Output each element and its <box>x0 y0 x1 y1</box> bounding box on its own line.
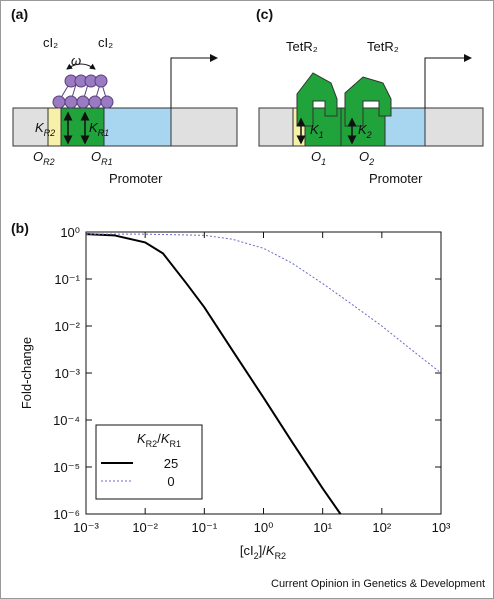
k-label: K1 <box>310 122 324 140</box>
x-axis-label: [cI2]/KR2 <box>240 543 286 561</box>
x-tick-label: 10⁻² <box>132 520 158 535</box>
panel-label: (c) <box>256 6 273 22</box>
series-line <box>86 233 442 374</box>
y-tick-label: 10⁻³ <box>54 366 80 381</box>
affinity-arrows <box>296 117 357 145</box>
y-tick-label: 10⁰ <box>60 225 80 240</box>
x-tick-label: 10⁻¹ <box>192 520 218 535</box>
dna-strip <box>258 107 484 147</box>
dna-strip <box>12 107 238 147</box>
promoter-label: Promoter <box>109 171 163 186</box>
affinity-arrows <box>63 111 90 145</box>
panel-label: (b) <box>11 220 29 236</box>
y-tick-label: 10⁻⁵ <box>53 460 80 475</box>
y-tick-label: 10⁻⁶ <box>53 507 80 522</box>
repressor-label: TetR₂ <box>286 39 318 54</box>
operator-label: O1 <box>311 149 326 167</box>
transcription-arrow <box>424 54 472 108</box>
footer: Current Opinion in Genetics & Developmen… <box>271 578 485 590</box>
x-tick-label: 10⁰ <box>254 520 274 535</box>
k-label: K2 <box>358 122 372 140</box>
promoter-label: Promoter <box>369 171 423 186</box>
x-tick-label: 10³ <box>432 520 451 535</box>
x-tick-label: 10¹ <box>313 520 332 535</box>
operator-label: OR2 <box>33 149 55 167</box>
legend-label: 0 <box>167 474 174 489</box>
legend-title: KR2/KR1 <box>137 431 181 449</box>
transcription-arrow <box>170 54 218 108</box>
operator-label: O2 <box>359 149 374 167</box>
x-tick-label: 10² <box>372 520 391 535</box>
x-tick-label: 10⁻³ <box>73 520 99 535</box>
dimer-label: cI₂ <box>43 35 58 50</box>
y-tick-label: 10⁻⁴ <box>53 413 80 428</box>
y-tick-label: 10⁻¹ <box>54 272 80 287</box>
y-axis-label: Fold-change <box>19 337 34 409</box>
k-label: KR2 <box>35 120 55 138</box>
panel-label: (a) <box>11 6 28 22</box>
omega-label: ω <box>71 53 81 68</box>
dimers <box>52 63 114 109</box>
legend-label: 25 <box>164 456 178 471</box>
operator-label: OR1 <box>91 149 113 167</box>
tetr-repressors <box>296 72 392 127</box>
dimer-label: cI₂ <box>98 35 113 50</box>
series-line <box>85 233 342 515</box>
repressor-label: TetR₂ <box>367 39 399 54</box>
k-label: KR1 <box>89 120 109 138</box>
y-tick-label: 10⁻² <box>54 319 80 334</box>
legend: KR2/KR1 25 0 <box>95 424 203 500</box>
